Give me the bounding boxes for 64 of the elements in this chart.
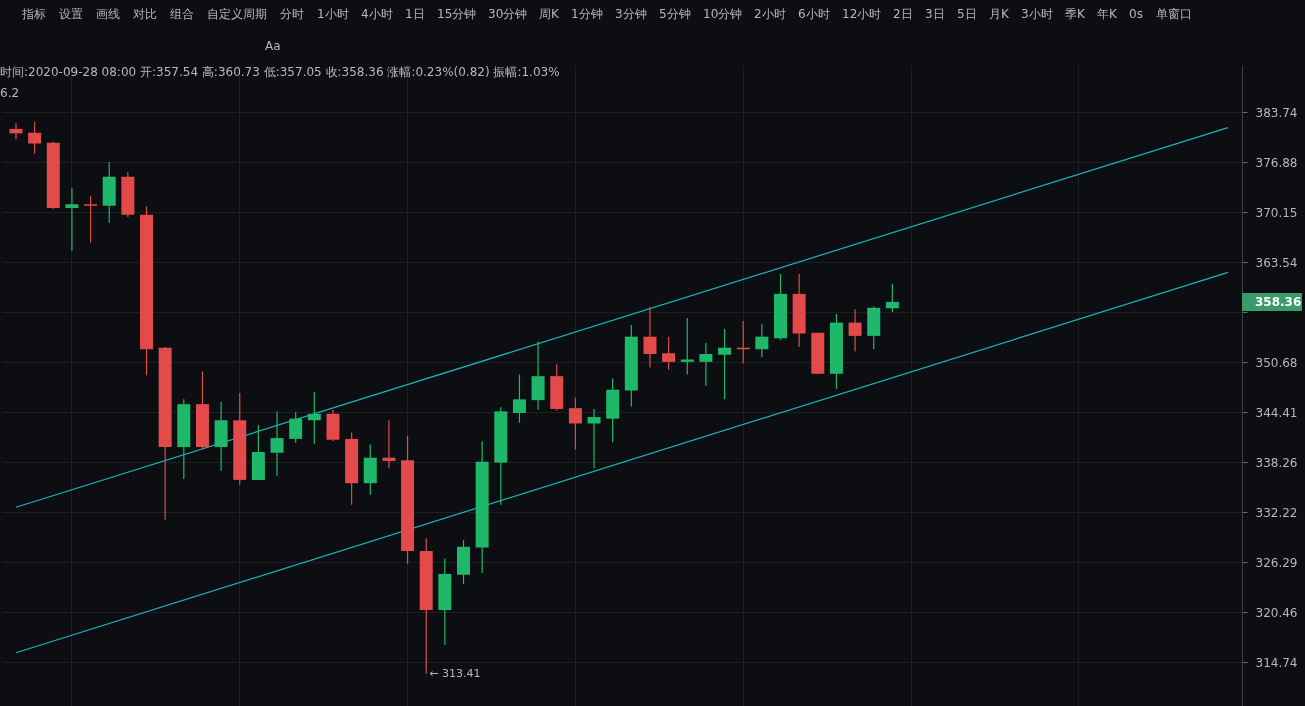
candlestick xyxy=(9,122,23,140)
text: 分时 xyxy=(280,7,304,21)
text: 3小时 xyxy=(1021,7,1053,21)
y-tick-label: 320.46 xyxy=(1255,605,1298,620)
candlestick xyxy=(718,328,732,400)
text: 15分钟 xyxy=(437,7,477,21)
text: 6小时 xyxy=(798,7,830,21)
text: 画线 xyxy=(96,7,120,21)
candlestick xyxy=(755,323,769,358)
y-tick-label: 350.68 xyxy=(1255,355,1298,370)
text: 对比 xyxy=(133,7,157,21)
text: 月K xyxy=(989,7,1010,21)
text: 组合 xyxy=(170,7,194,21)
text: 358.36 xyxy=(1255,294,1302,309)
candlestick xyxy=(512,373,526,424)
y-tick-label: 338.26 xyxy=(1255,455,1298,470)
text: 4小时 xyxy=(361,7,393,21)
y-tick-label: 363.54 xyxy=(1255,255,1298,270)
text: 周K xyxy=(539,7,560,21)
text: 5日 xyxy=(957,7,977,21)
candlestick xyxy=(699,342,713,387)
text: 2小时 xyxy=(754,7,786,21)
text: 30分钟 xyxy=(488,7,528,21)
text: 单窗口 xyxy=(1156,7,1192,21)
text: 5分钟 xyxy=(659,7,691,21)
text: 自定义周期 xyxy=(207,7,267,21)
y-tick-label: 370.15 xyxy=(1255,205,1298,220)
annotation: 6.2 xyxy=(0,86,20,100)
y-tick-label: 344.41 xyxy=(1255,405,1298,420)
y-tick-label: 376.88 xyxy=(1255,155,1298,170)
candlestick xyxy=(382,419,396,469)
candlestick xyxy=(307,391,321,445)
candlestick xyxy=(289,411,303,444)
y-tick-label: 383.74 xyxy=(1255,105,1298,120)
y-tick-label: 314.74 xyxy=(1255,655,1298,670)
text: 10分钟 xyxy=(703,7,743,21)
candlestick xyxy=(531,340,545,411)
y-tick-label: 326.29 xyxy=(1255,555,1298,570)
text: 指标 xyxy=(21,7,46,21)
text: 3分钟 xyxy=(615,7,647,21)
text: 3日 xyxy=(925,7,945,21)
candlestick xyxy=(84,195,98,244)
text: 1分钟 xyxy=(571,7,603,21)
text: 年K xyxy=(1097,7,1118,21)
annotation: ← 313.41 xyxy=(429,666,481,680)
candlestick xyxy=(568,397,582,451)
candlestick xyxy=(28,121,42,155)
y-tick-label: 332.22 xyxy=(1255,505,1298,520)
candlestick xyxy=(643,306,657,369)
text: 0s xyxy=(1129,7,1143,21)
candlestick xyxy=(848,308,862,353)
text: 2日 xyxy=(893,7,913,21)
text: Aa xyxy=(265,39,281,53)
chart-subtitle: 时间:2020-09-28 08:00 开:357.54 高:360.73 低:357.05 收:358.36 涨幅:0.23%(0.82) 振幅:1.03% xyxy=(0,65,560,79)
candlestick xyxy=(65,187,79,252)
text: 1日 xyxy=(405,7,425,21)
candlestick xyxy=(587,408,601,469)
text: 1小时 xyxy=(317,7,349,21)
text: 12小时 xyxy=(842,7,882,21)
candlestick xyxy=(270,410,284,477)
candlestick xyxy=(885,283,899,313)
text: 季K xyxy=(1065,7,1086,21)
text: 设置 xyxy=(59,7,83,21)
candlestick xyxy=(662,336,676,371)
